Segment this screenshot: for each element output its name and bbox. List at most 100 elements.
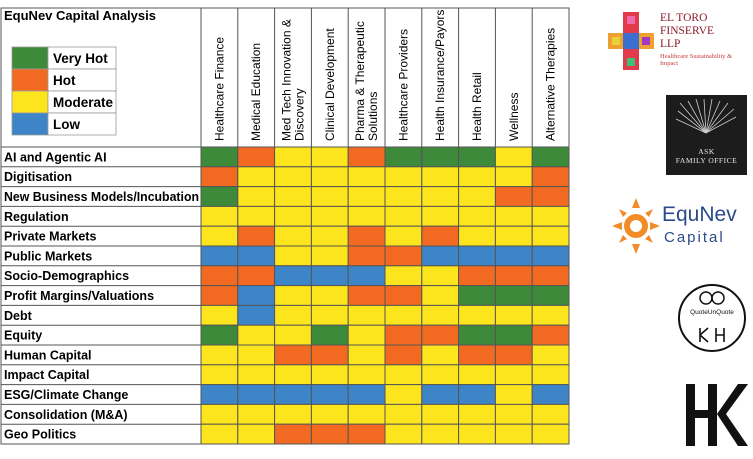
heatmap-cell xyxy=(347,225,386,247)
heatmap-cell xyxy=(531,423,570,445)
heatmap-cell xyxy=(274,265,312,287)
heatmap-cell xyxy=(237,324,276,346)
el-toro-line1: EL TORO xyxy=(660,12,708,24)
column-header: Health Insurance/Payors xyxy=(433,10,447,141)
heatmap-cell xyxy=(274,384,312,405)
heatmap-cell xyxy=(494,403,533,425)
column-header: Healthcare Providers xyxy=(396,29,410,141)
heatmap-cell xyxy=(494,344,533,366)
ask-line1: ASK xyxy=(698,147,715,156)
row-label: Profit Margins/Valuations xyxy=(4,289,154,303)
heatmap-cell xyxy=(458,166,496,188)
heatmap-cell xyxy=(274,304,312,326)
column-header: Healthcare Finance xyxy=(212,37,226,141)
quote-unquote-logo: QuoteUnQuote xyxy=(676,282,748,354)
quote-text: QuoteUnQuote xyxy=(690,309,734,316)
heatmap-cell xyxy=(237,166,276,188)
heatmap-cell xyxy=(274,423,312,445)
heatmap-cell xyxy=(237,146,276,168)
heatmap-cell xyxy=(347,344,386,366)
heatmap-cell xyxy=(494,225,533,247)
row-label: ESG/Climate Change xyxy=(4,388,128,402)
heatmap-cell xyxy=(347,403,386,425)
heatmap-cell xyxy=(310,225,349,247)
column-header: Wellness xyxy=(507,93,521,141)
heatmap-cell xyxy=(494,265,533,287)
ask-line2: FAMILY OFFICE xyxy=(675,156,738,165)
ask-label: ASK FAMILY OFFICE xyxy=(666,147,747,165)
heatmap-cell xyxy=(200,423,239,445)
heatmap-cell xyxy=(384,423,423,445)
heatmap-cell xyxy=(237,205,276,227)
el-toro-line3: LLP xyxy=(660,38,681,50)
heatmap-cell xyxy=(274,344,312,366)
ask-spiral-icon xyxy=(675,98,737,134)
heatmap-cell xyxy=(458,304,496,326)
heatmap-cell xyxy=(237,364,276,386)
heatmap-cell xyxy=(384,285,423,306)
column-header: Medical Education xyxy=(249,43,263,141)
el-toro-tagline: Healthcare Sustainability & Impact xyxy=(660,53,733,67)
heatmap-cell xyxy=(421,146,460,168)
heatmap-cell xyxy=(494,205,533,227)
row-label: Private Markets xyxy=(4,230,96,244)
heatmap-cell xyxy=(531,285,570,306)
heatmap-cell xyxy=(421,265,460,287)
row-label: Socio-Demographics xyxy=(4,269,129,283)
heatmap-cell xyxy=(347,423,386,445)
heatmap-cell xyxy=(494,364,533,386)
row-label: Consolidation (M&A) xyxy=(4,408,128,422)
heatmap-cell xyxy=(458,186,496,207)
heatmap-cell xyxy=(384,403,423,425)
heatmap-cell xyxy=(531,166,570,188)
heatmap-cell xyxy=(531,186,570,207)
equnev-capital-logo: EquNev Capital xyxy=(612,196,752,258)
legend-label-low: Low xyxy=(53,117,80,132)
heatmap-cell xyxy=(237,265,276,287)
heatmap-cell xyxy=(274,166,312,188)
quote-circle-icon xyxy=(678,284,746,352)
legend-label-moderate: Moderate xyxy=(53,95,114,110)
hk-monogram-icon xyxy=(686,384,748,446)
heatmap-cell xyxy=(458,423,496,445)
heatmap-cell xyxy=(384,166,423,188)
heatmap-cell xyxy=(310,364,349,386)
heatmap-cell xyxy=(274,324,312,346)
heatmap-cell xyxy=(274,225,312,247)
heatmap-cell xyxy=(200,205,239,227)
heatmap-cell xyxy=(531,245,570,267)
row-label: Digitisation xyxy=(4,170,72,184)
legend-box xyxy=(47,112,117,136)
legend-swatch-hot xyxy=(11,68,49,92)
row-label: Impact Capital xyxy=(4,368,89,382)
heatmap-cell xyxy=(421,344,460,366)
heatmap-cell xyxy=(384,146,423,168)
heatmap-cell xyxy=(310,285,349,306)
heatmap-cell xyxy=(237,304,276,326)
el-toro-line2: FINSERVE xyxy=(660,25,715,37)
heatmap-cell xyxy=(347,265,386,287)
heatmap-cell xyxy=(494,285,533,306)
heatmap-cell xyxy=(494,423,533,445)
heatmap-cell xyxy=(200,364,239,386)
heatmap-cell xyxy=(200,245,239,267)
heatmap-cell xyxy=(384,265,423,287)
heatmap-cell xyxy=(421,423,460,445)
legend-swatch-moderate xyxy=(11,90,49,114)
heatmap-cell xyxy=(384,384,423,405)
heatmap-cell xyxy=(384,364,423,386)
heatmap-cell xyxy=(531,364,570,386)
heatmap-cell xyxy=(494,304,533,326)
heatmap-cell xyxy=(347,285,386,306)
column-header: Med Tech Innovation &Discovery xyxy=(280,19,307,141)
heatmap-cell xyxy=(421,403,460,425)
heatmap-cell xyxy=(347,324,386,346)
row-label: Regulation xyxy=(4,210,69,224)
heatmap-cell xyxy=(237,225,276,247)
heatmap-cell xyxy=(494,146,533,168)
row-label: New Business Models/Incubation xyxy=(4,190,199,204)
heatmap-cell xyxy=(458,344,496,366)
heatmap-cell xyxy=(200,186,239,207)
ask-family-office-logo: ASK FAMILY OFFICE xyxy=(666,95,747,175)
heatmap-cell xyxy=(274,205,312,227)
